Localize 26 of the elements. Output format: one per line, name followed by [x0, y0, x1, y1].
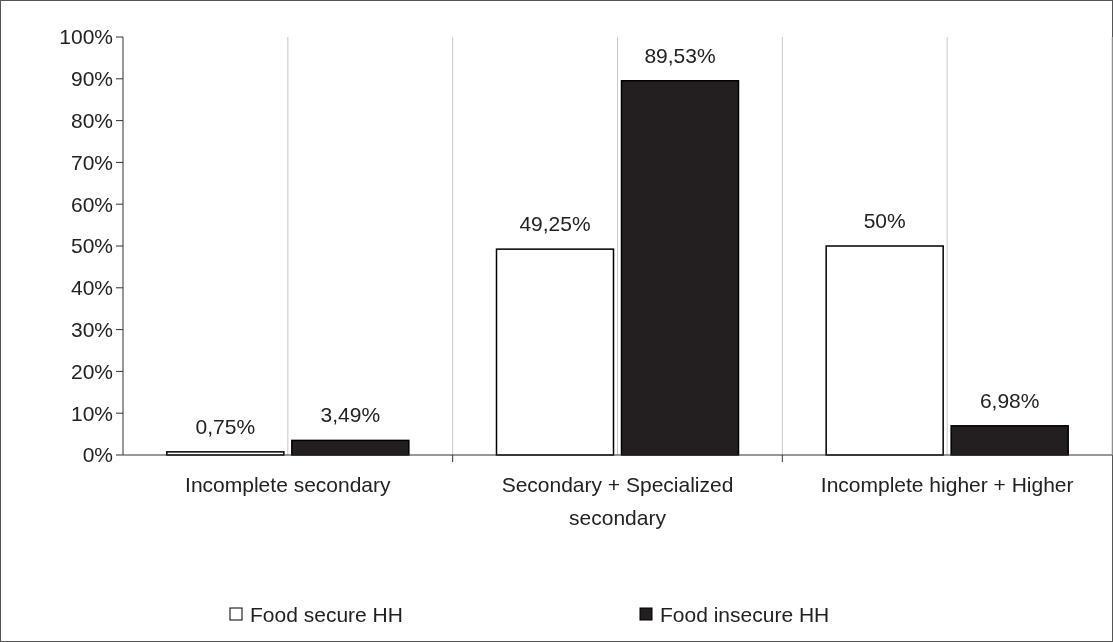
legend-label: Food insecure HH — [660, 603, 830, 627]
y-tick-label: 60% — [70, 192, 113, 216]
y-tick-label: 50% — [70, 234, 113, 258]
y-tick-label: 90% — [70, 67, 113, 91]
y-tick-label: 20% — [70, 359, 113, 383]
x-tick-label: Incomplete secondary — [185, 473, 392, 496]
data-label: 49,25% — [519, 212, 591, 236]
y-tick-label: 0% — [82, 443, 113, 467]
bar — [825, 245, 944, 456]
data-label: 0,75% — [195, 414, 256, 438]
y-tick-label: 40% — [70, 276, 113, 300]
bar — [495, 248, 615, 456]
bar — [950, 425, 1069, 456]
y-tick-label: 100% — [59, 25, 113, 49]
data-label: 6,98% — [979, 388, 1040, 412]
x-tick-label: Incomplete higher + Higher — [820, 473, 1074, 496]
y-tick-label: 80% — [70, 108, 113, 132]
data-label: 3,49% — [320, 403, 381, 427]
y-tick-label: 70% — [70, 150, 113, 174]
y-tick-label: 10% — [70, 401, 113, 425]
data-label: 89,53% — [644, 43, 716, 67]
y-tick-label: 30% — [70, 317, 113, 341]
x-tick-label: Secondary + Specialized secondary — [501, 473, 734, 529]
legend-label: Food secure HH — [250, 603, 403, 627]
bar — [620, 80, 740, 456]
data-label: 50% — [863, 209, 906, 232]
